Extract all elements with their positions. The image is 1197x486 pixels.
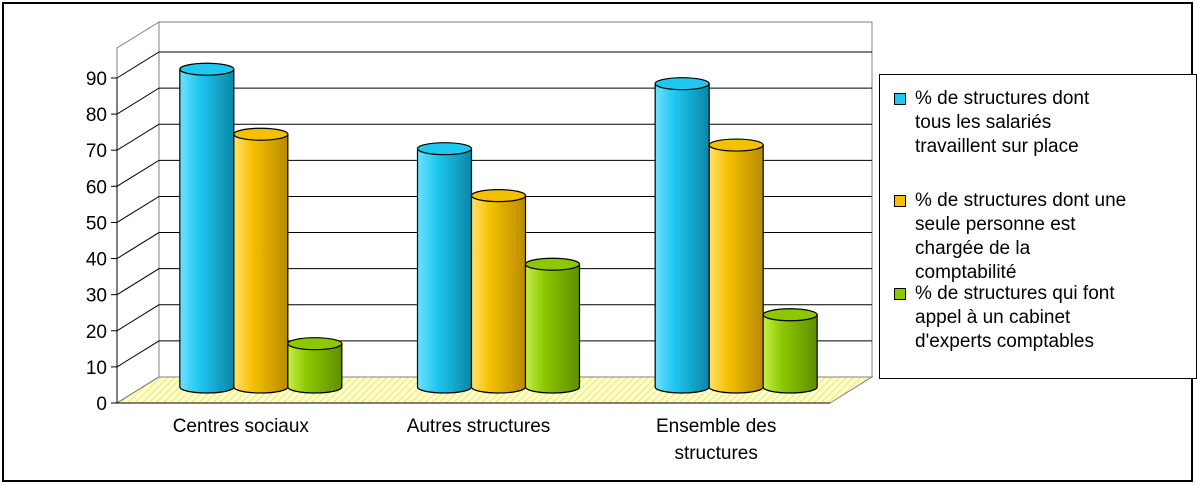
gridline bbox=[116, 51, 872, 79]
bar-2-2 bbox=[762, 308, 818, 394]
gridline bbox=[116, 195, 872, 223]
y-tick-label: 10 bbox=[86, 358, 107, 379]
legend-swatch bbox=[894, 195, 906, 207]
legend-swatch bbox=[894, 288, 906, 300]
legend-label-line: chargée de la bbox=[915, 238, 1031, 259]
legend: % de structures dont tous les salariés tra… bbox=[879, 74, 1197, 379]
y-tick-label: 40 bbox=[86, 250, 107, 271]
gridline bbox=[116, 232, 872, 259]
x-axis-labels: Centres sociaux Autres structures Ensemble… bbox=[173, 416, 777, 464]
legend-label-line: tous les salariés bbox=[915, 112, 1052, 133]
x-tick-label: structures bbox=[674, 443, 757, 464]
gridlines bbox=[116, 51, 872, 404]
y-axis-ticks: 0 10 20 30 40 50 60 70 80 90 bbox=[86, 69, 830, 415]
gridline bbox=[116, 159, 872, 187]
bar-top bbox=[524, 257, 581, 271]
legend-label-line: d'experts comptables bbox=[915, 331, 1094, 352]
legend-label-line: travaillent sur place bbox=[915, 136, 1079, 157]
bar-body bbox=[470, 195, 527, 394]
legend-label: % de structures qui font appel à un cabin… bbox=[915, 282, 1197, 354]
bar-1-2 bbox=[708, 138, 764, 394]
bar-body bbox=[287, 343, 343, 394]
y-tick-label: 20 bbox=[86, 322, 107, 343]
bar-top bbox=[233, 127, 289, 141]
side-wall bbox=[116, 21, 160, 404]
legend-label: % de structures dont une seule personne e… bbox=[915, 189, 1197, 285]
legend-label-line: % de structures dont bbox=[915, 88, 1090, 109]
bar-0-1 bbox=[416, 142, 473, 394]
bar-top bbox=[762, 308, 818, 322]
y-tick-label: 90 bbox=[86, 69, 107, 90]
y-tick-label: 0 bbox=[96, 394, 107, 415]
bar-top bbox=[287, 337, 343, 351]
bar-0-0 bbox=[179, 62, 235, 394]
bars bbox=[179, 62, 818, 394]
bar-2-1 bbox=[524, 257, 581, 394]
x-tick-label: Ensemble des bbox=[656, 416, 776, 437]
bar-1-0 bbox=[233, 127, 289, 394]
bar-body bbox=[708, 144, 764, 394]
bar-0-2 bbox=[654, 77, 710, 394]
legend-label-line: % de structures qui font bbox=[915, 283, 1115, 304]
bar-body bbox=[524, 263, 581, 394]
bar-top bbox=[416, 142, 473, 156]
y-tick-label: 50 bbox=[86, 213, 107, 234]
y-tick-label: 60 bbox=[86, 177, 107, 198]
y-tick-label: 30 bbox=[86, 286, 107, 307]
bar-body bbox=[233, 133, 289, 394]
bar-body bbox=[416, 148, 473, 394]
legend-swatch bbox=[894, 93, 906, 105]
gridline bbox=[116, 304, 872, 332]
bar-body bbox=[654, 83, 710, 394]
gridline bbox=[116, 268, 872, 296]
y-tick-label: 70 bbox=[86, 141, 107, 162]
gridline bbox=[116, 87, 872, 115]
legend-label-line: % de structures dont une bbox=[915, 190, 1127, 211]
bar-top bbox=[179, 62, 235, 76]
x-tick-label: Autres structures bbox=[407, 416, 551, 437]
bar-top bbox=[470, 189, 527, 203]
bar-body bbox=[762, 314, 818, 394]
legend-label: % de structures dont tous les salariés tra… bbox=[915, 87, 1197, 159]
legend-label-line: seule personne est bbox=[915, 214, 1076, 235]
x-tick-label: Centres sociaux bbox=[173, 416, 310, 437]
bar-2-0 bbox=[287, 337, 343, 394]
legend-label-line: appel à un cabinet bbox=[915, 307, 1071, 328]
bar-top bbox=[708, 138, 764, 152]
gridline bbox=[116, 123, 872, 151]
bar-body bbox=[179, 68, 235, 394]
bar-1-1 bbox=[470, 189, 527, 394]
legend-label-line: comptabilité bbox=[915, 262, 1017, 283]
gridline bbox=[116, 340, 872, 368]
y-tick-label: 80 bbox=[86, 105, 107, 126]
bar-top bbox=[654, 77, 710, 91]
